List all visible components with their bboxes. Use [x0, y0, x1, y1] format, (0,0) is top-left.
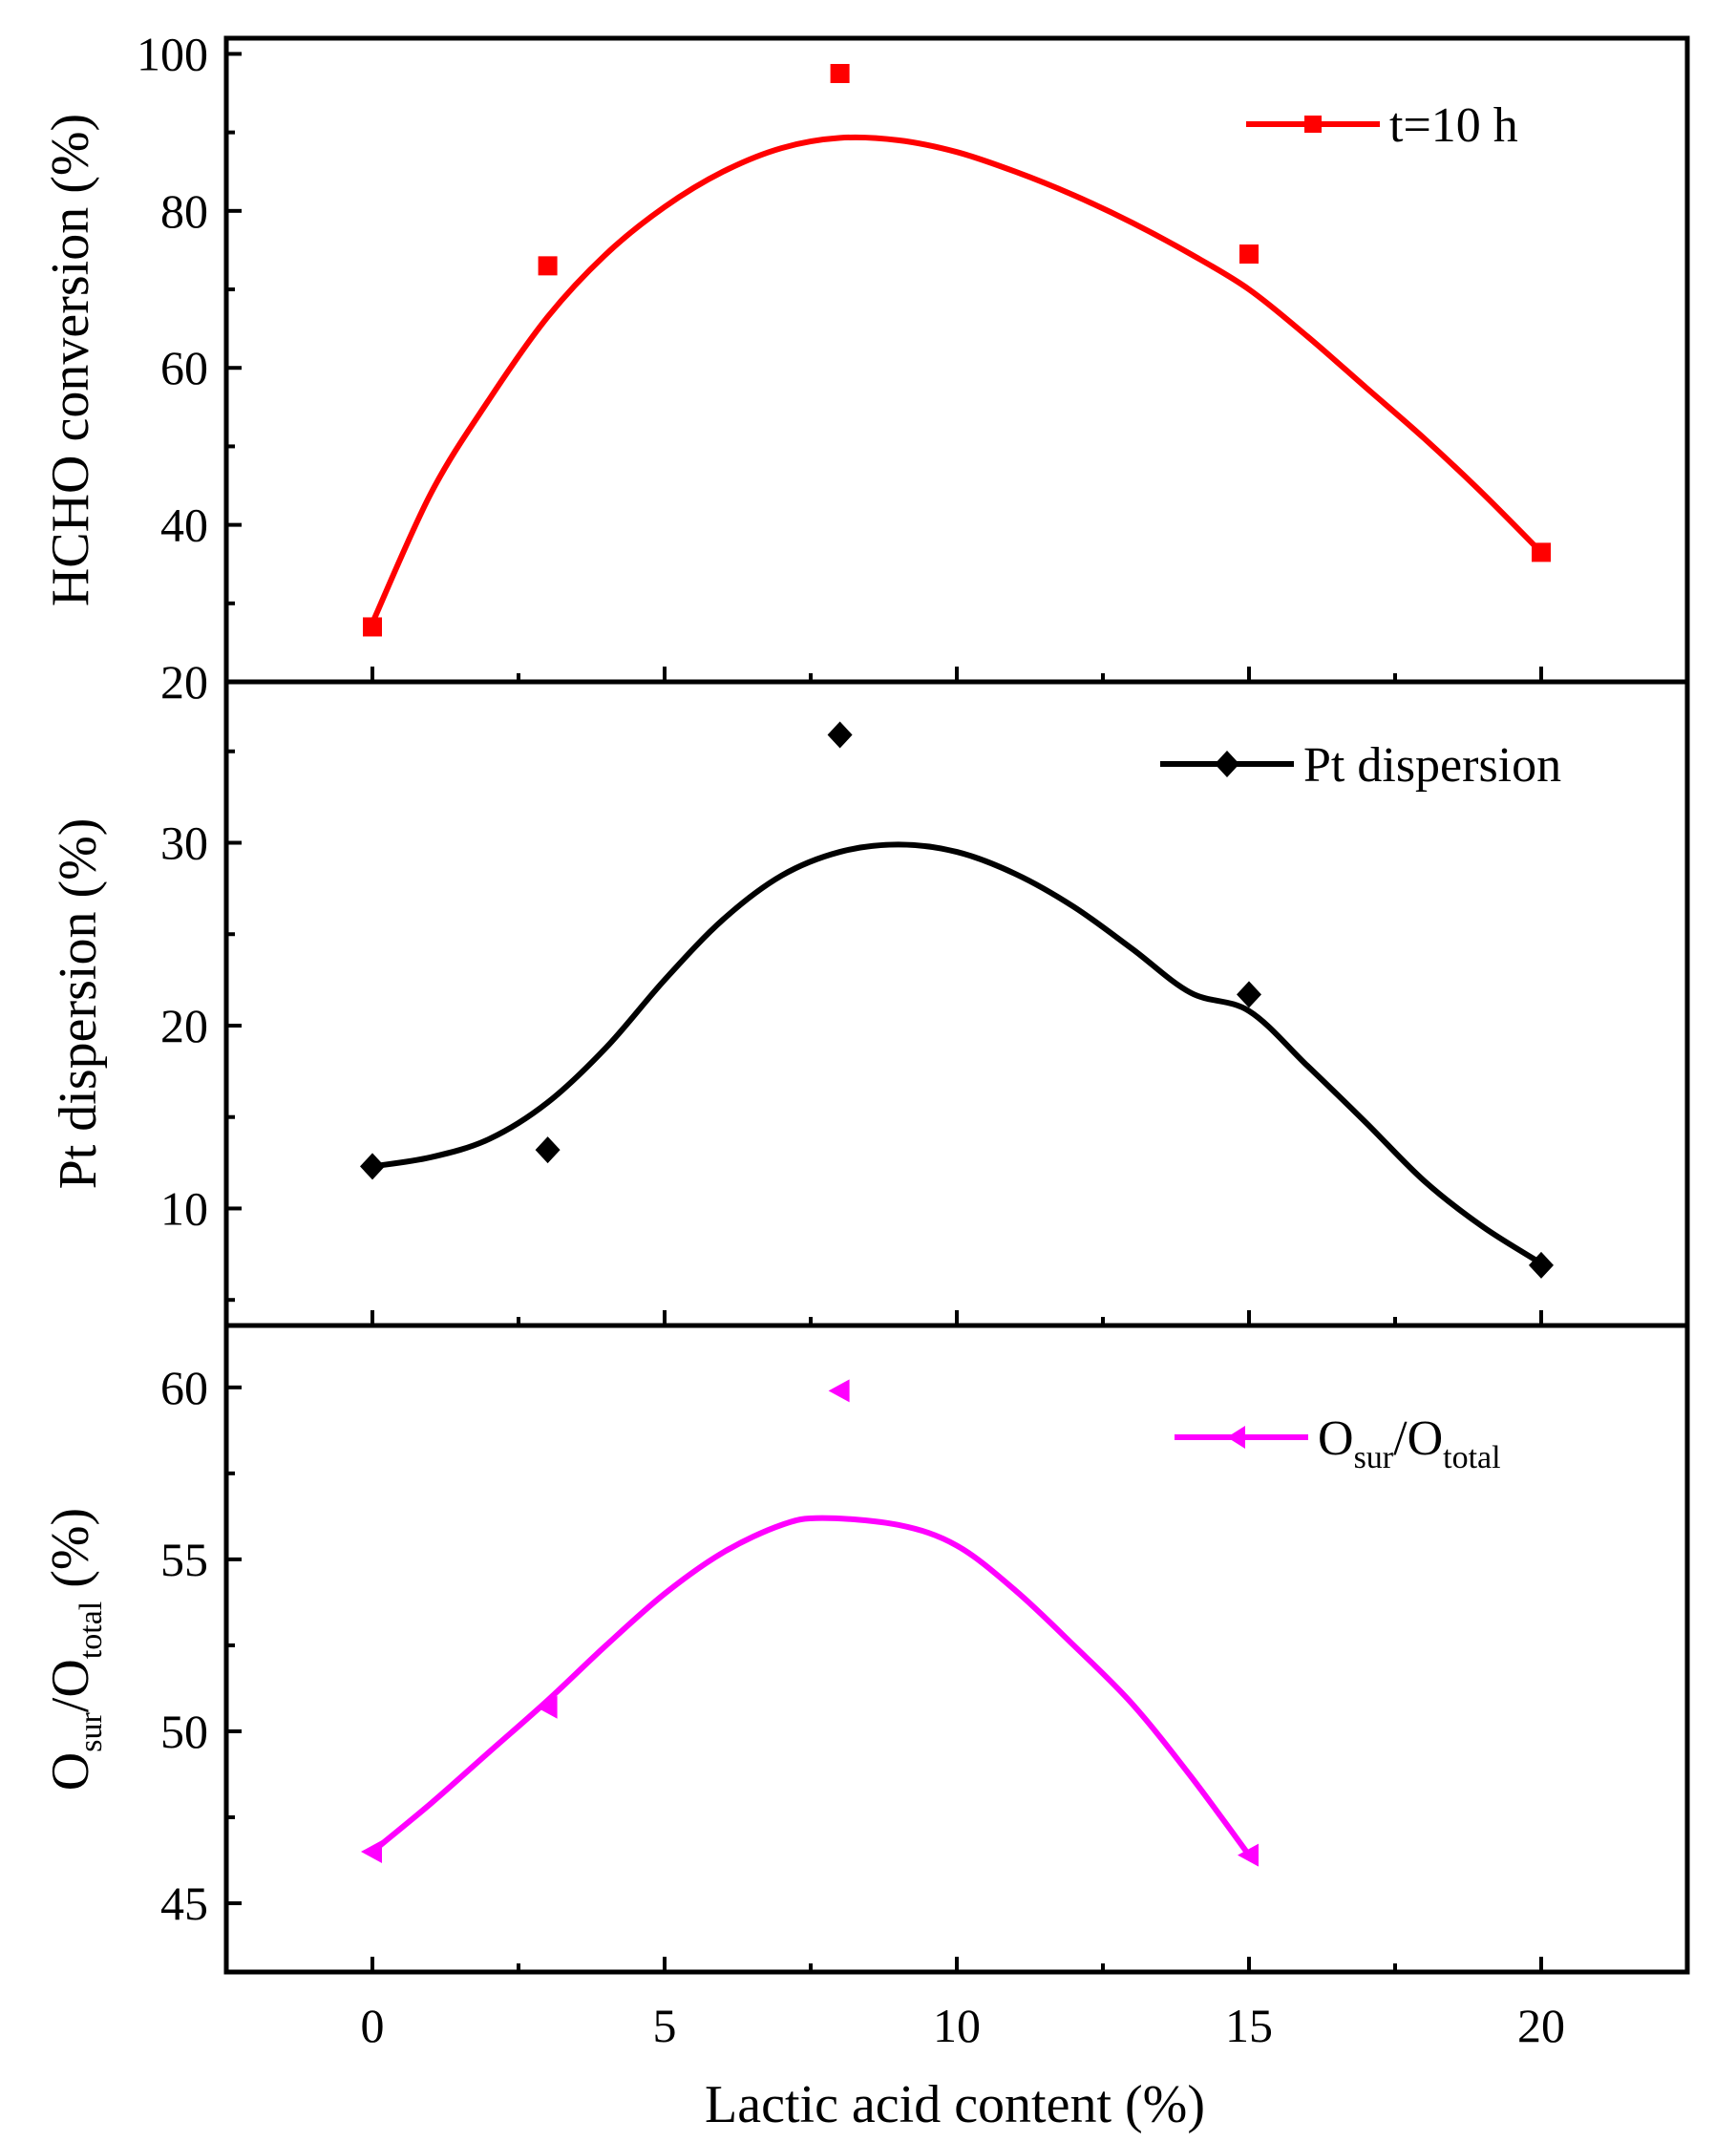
data-point-0-2 — [831, 64, 850, 83]
bot-y-title-sub1: sur — [74, 1712, 109, 1752]
top-y-tick-label-40: 40 — [160, 498, 208, 552]
bot-y-title-sub2: total — [74, 1601, 109, 1659]
legend-bottom-marker — [1227, 1426, 1245, 1449]
top-y-tick-label-100: 100 — [137, 27, 208, 80]
data-point-1-0 — [360, 1153, 385, 1179]
data-point-2-0 — [361, 1840, 382, 1863]
top-y-tick-labels: 20 40 60 80 100 — [137, 27, 208, 709]
bot-y-tick-label-50: 50 — [160, 1705, 208, 1758]
x-axis-title: Lactic acid content (%) — [705, 2075, 1205, 2134]
mid-y-tick-label-20: 20 — [160, 999, 208, 1052]
fit-curve-0-0 — [372, 138, 1541, 624]
panel-bottom-frame — [226, 1325, 1687, 1972]
points-layer — [360, 64, 1554, 1867]
mid-y-axis-title: Pt dispersion (%) — [49, 818, 108, 1190]
x-tick-labels: 0 5 10 15 20 — [361, 1999, 1566, 2052]
bot-y-tick-label-55: 55 — [160, 1533, 208, 1586]
data-point-0-0 — [363, 617, 382, 636]
top-y-tick-label-20: 20 — [160, 655, 208, 709]
bot-y-tick-labels: 45 50 55 60 — [160, 1361, 208, 1930]
data-point-1-2 — [828, 722, 853, 749]
legend-bottom-sub2: total — [1443, 1440, 1500, 1475]
figure: 0 5 10 15 20 20 40 60 80 100 10 20 30 45… — [0, 0, 1736, 2142]
data-point-0-3 — [1239, 244, 1259, 264]
bot-y-title-main: O — [41, 1752, 100, 1791]
legend-middle-marker — [1215, 751, 1239, 777]
bot-y-title-slash: /O — [41, 1659, 100, 1712]
mid-y-tick-labels: 10 20 30 — [160, 817, 208, 1236]
x-tick-label-10: 10 — [933, 1999, 981, 2052]
bot-y-tick-label-60: 60 — [160, 1361, 208, 1414]
legend-top: t=10 h — [1246, 98, 1518, 153]
legend-bottom-label: Osur/Ototal — [1318, 1411, 1501, 1475]
bot-y-axis-title: Osur/Ototal (%) — [41, 1508, 109, 1791]
fit-curve-1-0 — [372, 844, 1541, 1262]
x-tick-label-20: 20 — [1517, 1999, 1565, 2052]
top-y-axis-title: HCHO conversion (%) — [41, 114, 100, 606]
data-point-2-2 — [829, 1379, 850, 1402]
x-tick-label-15: 15 — [1225, 1999, 1273, 2052]
bot-y-title-tail: (%) — [41, 1508, 100, 1601]
fit-curve-2-0 — [372, 1518, 1249, 1856]
x-tick-label-0: 0 — [361, 1999, 385, 2052]
legend-top-label: t=10 h — [1389, 98, 1518, 153]
bot-y-tick-label-45: 45 — [160, 1877, 208, 1930]
data-point-1-1 — [536, 1136, 561, 1163]
top-y-tick-label-60: 60 — [160, 341, 208, 394]
legend-bottom-main: O — [1318, 1411, 1354, 1466]
x-tick-label-5: 5 — [653, 1999, 677, 2052]
curves-layer — [372, 138, 1541, 1856]
legend-bottom-sub1: sur — [1354, 1440, 1394, 1475]
data-point-0-1 — [539, 256, 558, 275]
mid-y-tick-label-10: 10 — [160, 1181, 208, 1235]
ticks-layer — [226, 53, 1541, 1972]
mid-y-tick-label-30: 30 — [160, 817, 208, 870]
legend-top-marker — [1304, 116, 1322, 133]
data-point-0-4 — [1532, 542, 1551, 562]
legend-middle-label: Pt dispersion — [1303, 738, 1561, 793]
legend-bottom-slash: /O — [1393, 1411, 1443, 1466]
top-y-tick-label-80: 80 — [160, 184, 208, 238]
legend-bottom: Osur/Ototal — [1175, 1411, 1501, 1475]
legend-middle: Pt dispersion — [1160, 738, 1561, 793]
